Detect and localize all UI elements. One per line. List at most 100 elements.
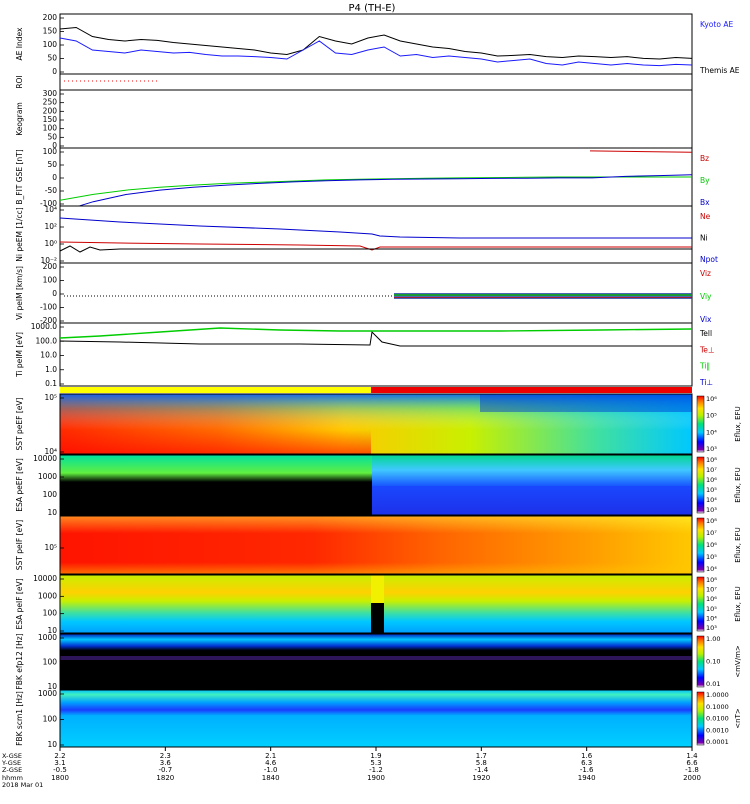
fbk1-ytick: 10	[47, 682, 57, 691]
orbit-bar	[60, 387, 692, 393]
fbk2-ytick: 1000	[38, 689, 57, 698]
vi-ytick: -200	[40, 316, 57, 325]
vi-panel	[59, 262, 693, 324]
colorbar-tick: 0.1000	[706, 703, 729, 711]
fbk-efp12-spectrogram	[59, 633, 693, 690]
x-tick-label: 1940	[578, 774, 596, 782]
colorbars	[696, 395, 705, 746]
fbk2-ytick: 100	[43, 715, 58, 724]
esa_e-ytick: 1000	[38, 472, 57, 481]
bfit-legend-entry: By	[700, 176, 710, 185]
ni-ytick: 10⁴	[44, 205, 57, 214]
colorbar-tick: 10⁴	[706, 565, 717, 573]
ni-legend-entry: Npot	[700, 255, 718, 264]
kyoto-ae-line	[59, 37, 693, 67]
x-axis-value: 1.9	[370, 752, 381, 760]
bfit-ytick: -100	[40, 199, 57, 208]
ti-legend-entry: Tell	[699, 329, 712, 338]
vi-ytick: 0	[52, 289, 57, 298]
colorbar-label: Eflux, EFU	[734, 406, 742, 441]
x-tick-label: 1840	[262, 774, 280, 782]
ae-panel	[59, 13, 693, 75]
colorbar-tick: 0.0010	[706, 726, 729, 734]
bfit-legend-entry: Bz	[700, 154, 709, 163]
x-axis-row-label: Z-GSE	[2, 766, 22, 774]
sst_e-ytick: 10⁴	[44, 447, 57, 456]
x-axis-value: 1.6	[581, 752, 593, 760]
x-axis-value: -0.5	[53, 766, 67, 774]
ae-ytick: 150	[43, 27, 58, 36]
colorbar-tick: 1.0000	[706, 691, 729, 699]
x-axis-value: -1.8	[685, 766, 699, 774]
fbk2-ytick: 10	[47, 740, 57, 749]
colorbar-tick: 0.10	[706, 658, 720, 666]
ne-line	[59, 241, 692, 251]
x-axis-value: 2.2	[54, 752, 65, 760]
esa_e-ytick: 100	[43, 490, 58, 499]
esa_i-ytick: 10000	[33, 574, 57, 583]
ae-legend-entry: Themis AE	[699, 66, 740, 75]
colorbar-tick: 0.0001	[706, 738, 729, 746]
esa-ion-spectrogram	[59, 574, 693, 634]
sst_i-ylabel: SST peIF [eV]	[15, 520, 24, 570]
keogram-ytick: 250	[43, 98, 58, 107]
esa-electron-spectrogram	[59, 454, 693, 516]
keogram-ylabel: Keogram	[15, 102, 24, 136]
colorbar-label: Eflux, EFU	[734, 467, 742, 502]
keogram-ytick: 150	[43, 115, 58, 124]
ti-legend-entry: Te⊥	[699, 345, 714, 354]
colorbar-tick: 0.01	[706, 680, 720, 688]
esa_i-ytick: 10	[47, 626, 57, 635]
keogram-ytick: 100	[43, 124, 58, 133]
ni-ytick: 10²	[44, 222, 57, 231]
themis-ae-line	[59, 26, 693, 60]
keogram-ytick: 200	[43, 106, 58, 115]
colorbar-tick: 10³	[706, 445, 717, 453]
esa_i-ytick: 1000	[38, 591, 57, 600]
colorbar-tick: 10⁷	[706, 529, 717, 537]
colorbar-tick: 10³	[706, 506, 717, 514]
x-axis-value: -1.6	[580, 766, 594, 774]
ni-legend-entry: Ni	[700, 234, 708, 243]
esa_i-ylabel: ESA peIF [eV]	[15, 578, 24, 629]
bfit-ylabel: B_FIT GSE [nT]	[15, 149, 24, 204]
bfit-ytick: 100	[43, 147, 58, 156]
ae-ytick: 200	[43, 13, 58, 22]
ni-ylabel: Ni peEM [1/cc]	[15, 207, 24, 262]
x-axis-value: 5.8	[476, 759, 487, 767]
x-axis-value: 3.6	[160, 759, 172, 767]
colorbar-tick: 10⁶	[706, 541, 717, 549]
sst_e-ylabel: SST peEF [eV]	[15, 397, 24, 450]
x-axis-row-label: X-GSE	[2, 752, 22, 760]
ae-legend-entry: Kyoto AE	[700, 20, 733, 29]
ni-legend-entry: Ne	[700, 212, 711, 221]
vi-ylabel: Vi peIM [km/s]	[15, 266, 24, 320]
colorbar-tick: 10⁴	[706, 614, 717, 622]
colorbar-tick: 10⁵	[706, 486, 717, 494]
bfit-ytick: 0	[52, 173, 57, 182]
vi-ytick: 100	[43, 276, 58, 285]
vi-ytick: 200	[43, 262, 58, 271]
fbk1-ytick: 1000	[38, 633, 57, 642]
keogram-ytick: 300	[43, 89, 58, 98]
x-axis-value: 2.1	[265, 752, 276, 760]
keogram-ytick: 50	[47, 132, 57, 141]
fbk2-ylabel: FBK scm1 [Hz]	[15, 691, 24, 746]
roi-ylabel: ROI	[15, 75, 24, 88]
ti-par-line	[59, 327, 693, 339]
tell-line	[59, 330, 692, 347]
bfit-ytick: -50	[45, 186, 57, 195]
vi-ytick: -100	[40, 303, 57, 312]
colorbar-tick: 10⁴	[706, 496, 717, 504]
colorbar-tick: 10⁶	[706, 595, 717, 603]
esa_i-ytick: 100	[43, 609, 58, 618]
sst-ion-spectrogram	[59, 515, 693, 575]
colorbar-tick: 10⁸	[706, 517, 717, 525]
colorbar-tick: 10⁶	[706, 395, 717, 403]
x-axis-row-label: hhmm	[2, 774, 23, 782]
ni-ytick: 10⁻²	[40, 256, 57, 265]
colorbar-tick: 10⁸	[706, 456, 717, 464]
fbk-scm1-spectrogram	[59, 689, 693, 748]
